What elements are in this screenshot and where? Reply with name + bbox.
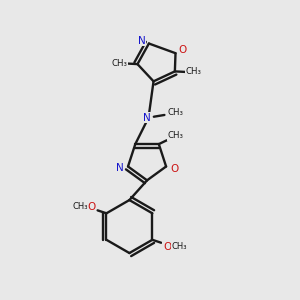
Text: CH₃: CH₃ [72,202,88,211]
Text: O: O [170,164,178,174]
Text: CH₃: CH₃ [171,242,187,251]
Text: N: N [143,112,151,123]
Text: CH₃: CH₃ [168,131,184,140]
Text: CH₃: CH₃ [185,68,201,76]
Text: O: O [163,242,171,252]
Text: CH₃: CH₃ [111,59,127,68]
Text: N: N [138,36,146,46]
Text: O: O [179,45,187,55]
Text: CH₃: CH₃ [167,108,183,117]
Text: O: O [88,202,96,212]
Text: N: N [116,163,124,173]
